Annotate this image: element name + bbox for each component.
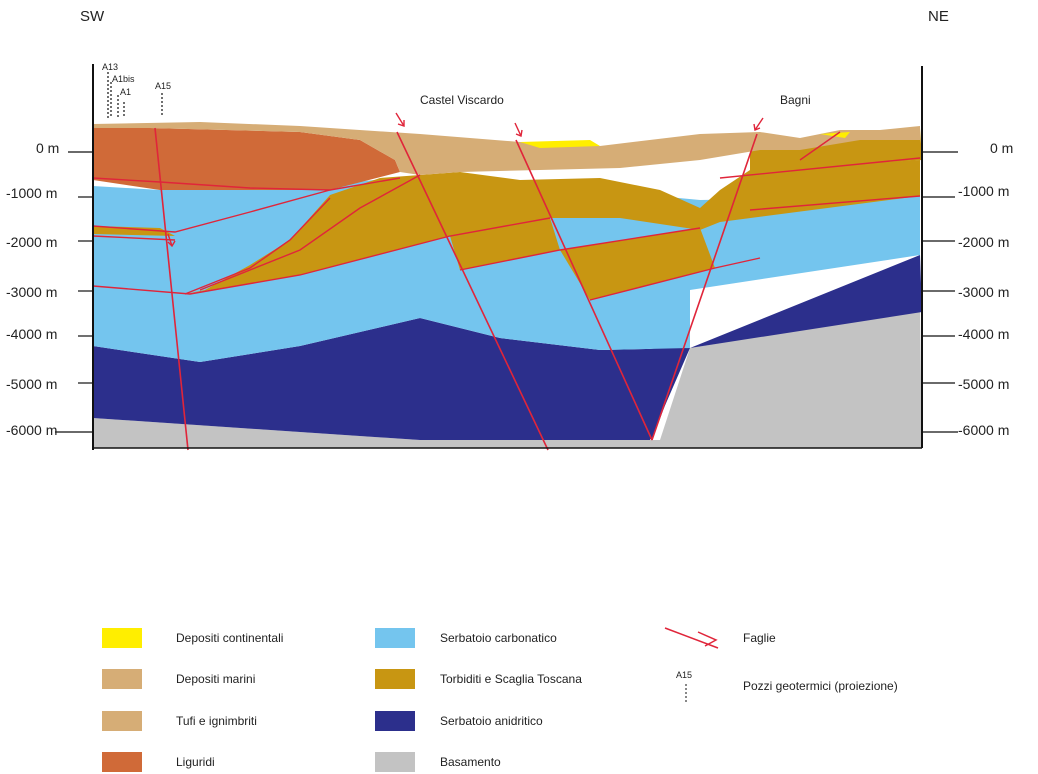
depth-label-left-3000: -3000 m (6, 284, 57, 300)
legend-pozzi-symbol-label: A15 (676, 670, 692, 680)
torbiditi-band-lower (450, 218, 560, 270)
depth-label-right-1000: -1000 m (958, 183, 1009, 199)
depth-label-left-0: 0 m (36, 140, 59, 156)
well-a1bis-label: A1bis (112, 74, 135, 84)
wells (107, 72, 163, 118)
legend-text-basamento: Basamento (440, 755, 501, 769)
legend-text-faglie: Faglie (743, 631, 776, 645)
depth-label-left-1000: -1000 m (6, 185, 57, 201)
depth-label-right-4000: -4000 m (958, 326, 1009, 342)
legend-swatch-depositi-marini (102, 669, 142, 689)
legend-text-liguridi: Liguridi (176, 755, 215, 769)
orientation-sw-label: SW (80, 8, 105, 25)
right-depth-ticks (922, 151, 958, 433)
legend-faglie-symbol (664, 627, 719, 649)
depositi-continentali-patch (520, 140, 600, 148)
legend-text-pozzi: Pozzi geotermici (proiezione) (743, 679, 898, 693)
depth-label-right-5000: -5000 m (958, 376, 1009, 392)
basamento-unit (93, 310, 922, 448)
place-castel-viscardo: Castel Viscardo (420, 93, 504, 107)
depth-label-right-2000: -2000 m (958, 234, 1009, 250)
depth-label-right-3000: -3000 m (958, 284, 1009, 300)
fault-arrows (167, 112, 764, 248)
legend-swatch-liguridi (102, 752, 142, 772)
legend-swatch-torbiditi (375, 669, 415, 689)
legend-swatch-tufi (102, 711, 142, 731)
legend-swatch-basamento (375, 752, 415, 772)
left-depth-ticks (55, 151, 93, 433)
legend-swatch-serbatoio-anidritico (375, 711, 415, 731)
legend-text-tufi: Tufi e ignimbriti (176, 714, 257, 728)
well-a13-label: A13 (102, 62, 118, 72)
serbatoio-anidritico-wedge (612, 344, 688, 440)
legend-text-serbatoio-carbonatico: Serbatoio carbonatico (440, 631, 557, 645)
contacts (92, 131, 921, 301)
orientation-ne-label: NE (928, 8, 949, 25)
depth-label-right-6000: -6000 m (958, 422, 1009, 438)
serbatoio-anidritico-unit (93, 255, 922, 440)
torbiditi-band-left (93, 226, 175, 236)
depositi-marini-unit (93, 122, 920, 175)
well-a1-label: A1 (120, 87, 131, 97)
legend-text-depositi-marini: Depositi marini (176, 672, 255, 686)
well-a15-label: A15 (155, 81, 171, 91)
depth-label-left-5000: -5000 m (6, 376, 57, 392)
depth-label-left-6000: -6000 m (6, 422, 57, 438)
liguridi-unit (93, 128, 400, 190)
legend-swatch-depositi-continentali (102, 628, 142, 648)
legend-text-torbiditi: Torbiditi e Scaglia Toscana (440, 672, 582, 686)
legend-text-depositi-continentali: Depositi continentali (176, 631, 283, 645)
torbiditi-band-right (560, 228, 715, 300)
depth-label-left-2000: -2000 m (6, 234, 57, 250)
place-bagni: Bagni (780, 93, 811, 107)
legend-text-serbatoio-anidritico: Serbatoio anidritico (440, 714, 543, 728)
depth-label-right-0: 0 m (990, 140, 1013, 156)
legend-swatch-serbatoio-carbonatico (375, 628, 415, 648)
faults (154, 127, 758, 451)
depth-label-left-4000: -4000 m (6, 326, 57, 342)
